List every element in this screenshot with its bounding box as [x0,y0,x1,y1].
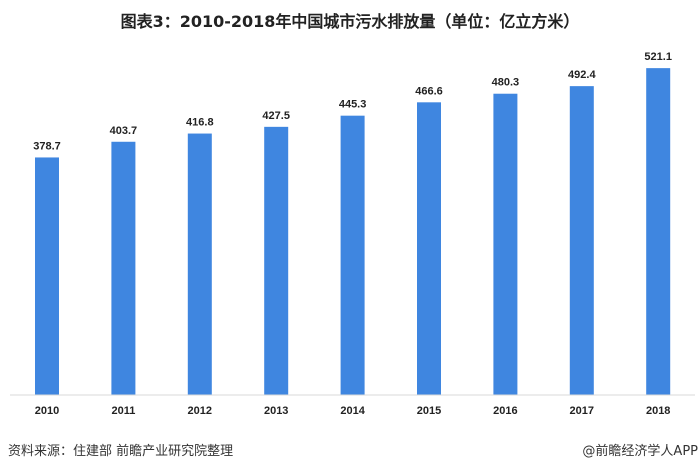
chart-title: 图表3：2010-2018年中国城市污水排放量（单位：亿立方米） [120,12,580,31]
x-tick-label: 2015 [417,405,441,417]
bar-2011 [111,141,136,395]
x-tick-label: 2012 [188,405,212,417]
x-tick-label: 2010 [35,405,59,417]
x-tick-label: 2018 [646,405,670,417]
data-label-2013: 427.5 [262,110,290,122]
data-label-2011: 403.7 [110,125,138,137]
x-tick-label: 2011 [111,405,135,417]
bar-2010 [35,157,59,395]
data-label-2016: 480.3 [492,77,520,89]
bar-2016 [493,93,518,395]
data-label-2010: 378.7 [33,140,61,152]
x-tick-label: 2013 [264,405,288,417]
data-label-2018: 521.1 [644,51,672,63]
data-label-2012: 416.8 [186,117,214,129]
bar-2015 [417,102,441,395]
bar-2018 [646,68,671,396]
x-tick-label: 2017 [570,405,594,417]
data-label-2014: 445.3 [339,99,367,111]
x-tick-label: 2014 [340,405,365,417]
bar-2012 [187,133,212,395]
x-tick-label: 2016 [493,405,517,417]
bar-2013 [264,126,289,395]
bar-2017 [569,86,594,395]
bar-2014 [340,115,365,396]
data-label-2017: 492.4 [568,69,596,81]
source-note: 资料来源：住建部 前瞻产业研究院整理 [8,444,234,459]
data-label-2015: 466.6 [415,85,443,97]
credit-note: @前瞻经济学人APP [582,444,698,459]
